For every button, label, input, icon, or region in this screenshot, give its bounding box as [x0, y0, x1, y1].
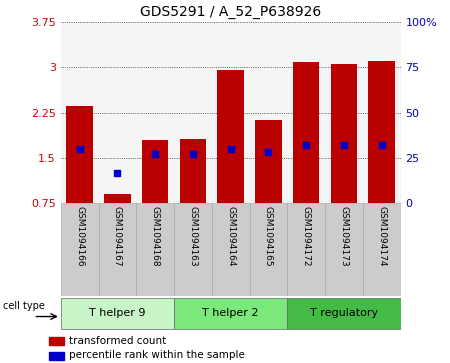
Text: percentile rank within the sample: percentile rank within the sample: [69, 351, 245, 360]
Bar: [104, 194, 130, 203]
Text: GSM1094168: GSM1094168: [151, 206, 160, 267]
Text: GSM1094165: GSM1094165: [264, 206, 273, 267]
Text: T helper 9: T helper 9: [89, 308, 146, 318]
Bar: [293, 62, 319, 203]
Bar: [180, 139, 206, 203]
Bar: [61, 203, 99, 296]
Bar: [287, 203, 325, 296]
Bar: [255, 121, 282, 203]
Bar: [67, 106, 93, 203]
Text: cell type: cell type: [3, 301, 45, 310]
Text: T helper 2: T helper 2: [202, 308, 259, 318]
Bar: [174, 298, 287, 329]
Text: GSM1094174: GSM1094174: [377, 206, 386, 266]
Bar: [217, 70, 244, 203]
Bar: [61, 298, 174, 329]
Bar: [249, 203, 287, 296]
Text: GSM1094164: GSM1094164: [226, 206, 235, 266]
Bar: [331, 64, 357, 203]
Bar: [136, 203, 174, 296]
Text: GSM1094167: GSM1094167: [113, 206, 122, 267]
Text: T regulatory: T regulatory: [310, 308, 378, 318]
Bar: [369, 61, 395, 203]
Bar: [142, 140, 168, 203]
Text: transformed count: transformed count: [69, 336, 166, 346]
Bar: [325, 203, 363, 296]
Bar: [363, 203, 400, 296]
Bar: [212, 203, 249, 296]
Bar: [49, 351, 63, 360]
Bar: [287, 298, 400, 329]
Text: GSM1094166: GSM1094166: [75, 206, 84, 267]
Title: GDS5291 / A_52_P638926: GDS5291 / A_52_P638926: [140, 5, 321, 19]
Bar: [49, 337, 63, 345]
Bar: [174, 203, 212, 296]
Text: GSM1094172: GSM1094172: [302, 206, 310, 266]
Bar: [99, 203, 136, 296]
Text: GSM1094173: GSM1094173: [339, 206, 348, 267]
Text: GSM1094163: GSM1094163: [189, 206, 198, 267]
